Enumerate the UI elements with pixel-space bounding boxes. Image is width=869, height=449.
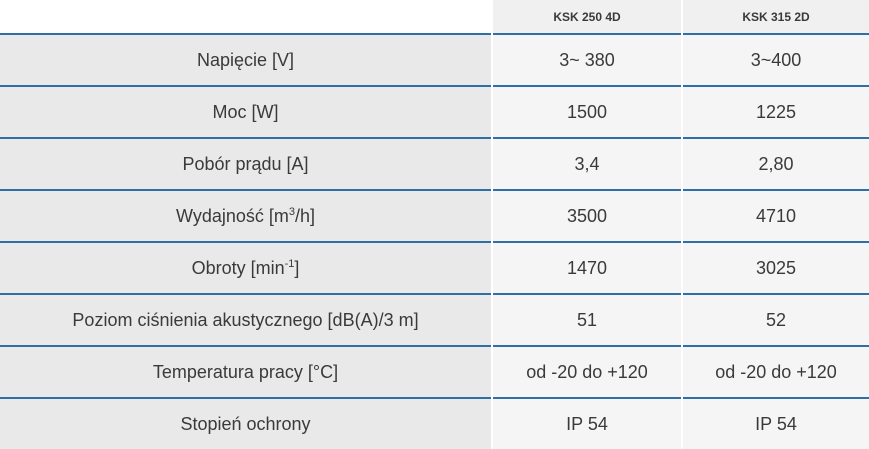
row-label: Pobór prądu [A] <box>0 137 492 190</box>
header-blank <box>0 0 492 34</box>
row-label: Poziom ciśnienia akustycznego [dB(A)/3 m… <box>0 293 492 346</box>
row-label: Napięcie [V] <box>0 33 492 86</box>
table-row: Temperatura pracy [°C] od -20 do +120 od -… <box>0 345 869 398</box>
label-text: Obroty [min <box>191 257 285 278</box>
column-header: KSK 315 2D <box>681 0 869 34</box>
table-row: Napięcie [V] 3~ 380 3~400 <box>0 33 869 86</box>
column-header: KSK 250 4D <box>491 0 682 34</box>
table-row: Wydajność [m3/h] 3500 4710 <box>0 189 869 242</box>
row-label: Stopień ochrony <box>0 397 492 449</box>
table-row: Pobór prądu [A] 3,4 2,80 <box>0 137 869 190</box>
cell-value: 3500 <box>491 189 682 242</box>
header-row: KSK 250 4D KSK 315 2D <box>0 0 869 34</box>
row-label: Moc [W] <box>0 85 492 138</box>
label-text: ] <box>294 257 300 278</box>
cell-value: 1470 <box>491 241 682 294</box>
cell-value: 3~ 380 <box>491 33 682 86</box>
cell-value: 3,4 <box>491 137 682 190</box>
cell-value: 1500 <box>491 85 682 138</box>
cell-value: 51 <box>491 293 682 346</box>
cell-value: IP 54 <box>491 397 682 449</box>
cell-value: od -20 do +120 <box>491 345 682 398</box>
label-text: /h] <box>294 205 315 226</box>
cell-value: 1225 <box>681 85 869 138</box>
superscript: 3 <box>288 205 295 218</box>
cell-value: 4710 <box>681 189 869 242</box>
label-text: Wydajność [m <box>175 205 289 226</box>
row-label: Temperatura pracy [°C] <box>0 345 492 398</box>
cell-value: 2,80 <box>681 137 869 190</box>
superscript: -1 <box>284 257 295 270</box>
cell-value: 3~400 <box>681 33 869 86</box>
table-row: Poziom ciśnienia akustycznego [dB(A)/3 m… <box>0 293 869 346</box>
row-label: Obroty [min-1] <box>0 241 492 294</box>
cell-value: 3025 <box>681 241 869 294</box>
row-label: Wydajność [m3/h] <box>0 189 492 242</box>
cell-value: 52 <box>681 293 869 346</box>
table-row: Stopień ochrony IP 54 IP 54 <box>0 397 869 449</box>
cell-value: IP 54 <box>681 397 869 449</box>
table-row: Moc [W] 1500 1225 <box>0 85 869 138</box>
cell-value: od -20 do +120 <box>681 345 869 398</box>
table-row: Obroty [min-1] 1470 3025 <box>0 241 869 294</box>
